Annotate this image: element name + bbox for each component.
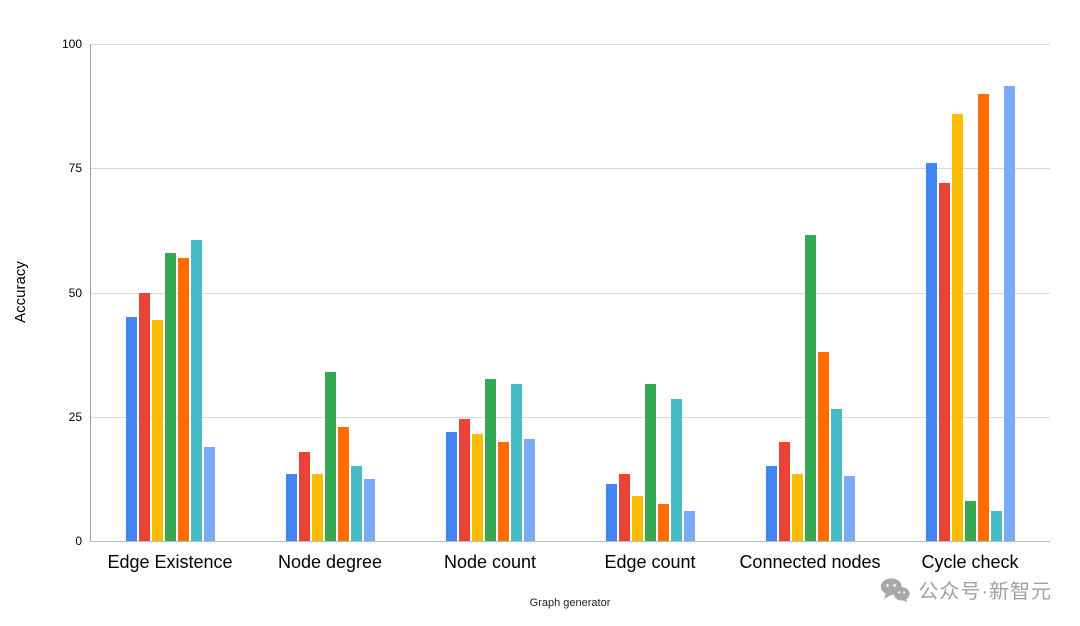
x-category-label: Edge count (604, 552, 696, 572)
gridline (90, 44, 1050, 45)
watermark: 公众号·新智元 (880, 575, 1052, 604)
bar-yellow (791, 473, 803, 541)
bar-red (778, 441, 790, 541)
bar-blue (605, 483, 617, 541)
bar-blue (765, 466, 777, 541)
bar-green (644, 384, 656, 541)
bar-teal (670, 399, 682, 541)
y-axis-title: Accuracy (12, 261, 29, 323)
x-category-labels: Edge Existence Node degree Node count Edge … (90, 552, 1050, 573)
gridline (90, 292, 1050, 294)
bar-group (730, 44, 890, 541)
bar-light-blue (203, 446, 215, 541)
bar-blue (445, 431, 457, 541)
y-tick-label: 25 (68, 409, 82, 424)
bar-green (804, 235, 816, 541)
bar-blue (285, 473, 297, 541)
bar-teal (990, 511, 1002, 541)
bar-group (570, 44, 730, 541)
bar-light-blue (523, 439, 535, 541)
bar-teal (510, 384, 522, 541)
bar-red (458, 419, 470, 541)
bar-green (964, 501, 976, 541)
y-tick-label: 100 (61, 37, 82, 51)
x-category-label: Node degree (277, 552, 383, 572)
y-tick-label: 50 (68, 285, 82, 300)
x-category-label: Node count (443, 552, 537, 572)
bar-orange (177, 257, 189, 541)
bar-group (890, 44, 1050, 541)
bar-orange (657, 503, 669, 541)
wechat-icon (880, 577, 910, 603)
bar-light-blue (683, 511, 695, 541)
x-axis-title: Graph generator (529, 597, 611, 609)
y-axis-line (90, 44, 91, 541)
bar-red (138, 292, 150, 541)
bar-red (938, 183, 950, 541)
bar-teal (190, 240, 202, 541)
bar-yellow (951, 113, 963, 541)
x-category-label: Cycle check (921, 552, 1019, 572)
bar-yellow (311, 473, 323, 541)
bar-teal (830, 409, 842, 541)
bar-group (410, 44, 570, 541)
bar-green (484, 379, 496, 541)
gridline (90, 416, 1050, 418)
watermark-text: 公众号·新智元 (918, 581, 1052, 603)
bar-yellow (151, 319, 163, 541)
plot-area: 0 25 50 75 100 (62, 37, 1050, 548)
bar-green (324, 372, 336, 541)
y-tick-label: 0 (75, 534, 82, 548)
bar-light-blue (843, 476, 855, 541)
bar-orange (817, 352, 829, 541)
bar-green (164, 252, 176, 541)
bar-orange (497, 441, 509, 541)
bar-blue (125, 317, 137, 541)
bar-light-blue (1003, 86, 1015, 541)
bar-yellow (631, 496, 643, 541)
bar-red (298, 451, 310, 541)
bar-teal (350, 466, 362, 541)
bar-group (250, 44, 410, 541)
x-category-label: Edge Existence (107, 552, 233, 572)
bar-orange (977, 93, 989, 541)
bar-group (90, 44, 250, 541)
x-axis-line (90, 541, 1050, 542)
bar-yellow (471, 434, 483, 541)
bar-light-blue (363, 478, 375, 541)
x-category-label: Connected nodes (739, 552, 881, 572)
y-tick-label: 75 (68, 161, 82, 176)
bar-orange (337, 426, 349, 541)
bar-blue (925, 163, 937, 541)
gridline (90, 168, 1050, 170)
bar-red (618, 473, 630, 541)
